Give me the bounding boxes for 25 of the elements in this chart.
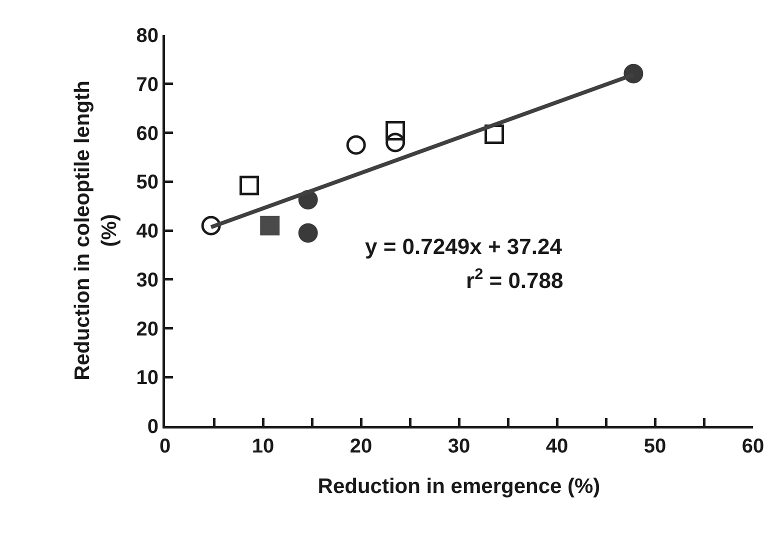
x-tick-label: 30 (448, 436, 470, 458)
x-tick-label: 50 (644, 436, 666, 458)
y-tick-label: 30 (136, 269, 158, 292)
point (240, 176, 260, 196)
y-tick-label: 10 (136, 367, 158, 390)
point (346, 135, 366, 155)
y-tick-label: 40 (136, 220, 158, 242)
x-tick-label: 60 (742, 436, 764, 458)
y-tick-label: 80 (136, 25, 158, 47)
x-tick-label: 40 (546, 436, 568, 458)
y-tick-label: 70 (136, 74, 158, 96)
point (260, 216, 280, 236)
y-tick-label: 20 (136, 318, 158, 340)
y-axis-title: Reduction in coleoptile length (%) (70, 80, 122, 380)
y-tick-label: 0 (147, 416, 158, 438)
point (298, 223, 318, 243)
point (386, 132, 406, 152)
x-tick-label: 20 (350, 436, 372, 458)
y-tick-label: 60 (136, 122, 158, 145)
y-tick-label: 50 (136, 172, 158, 194)
annotation: r$^{2}$ = 0.788 (466, 266, 564, 294)
x-tick-label: 10 (252, 436, 274, 458)
x-axis-title: Reduction in emergence (%) (318, 474, 600, 498)
annotation: y = 0.7249x + 37.24 (365, 234, 563, 259)
point (386, 121, 406, 141)
